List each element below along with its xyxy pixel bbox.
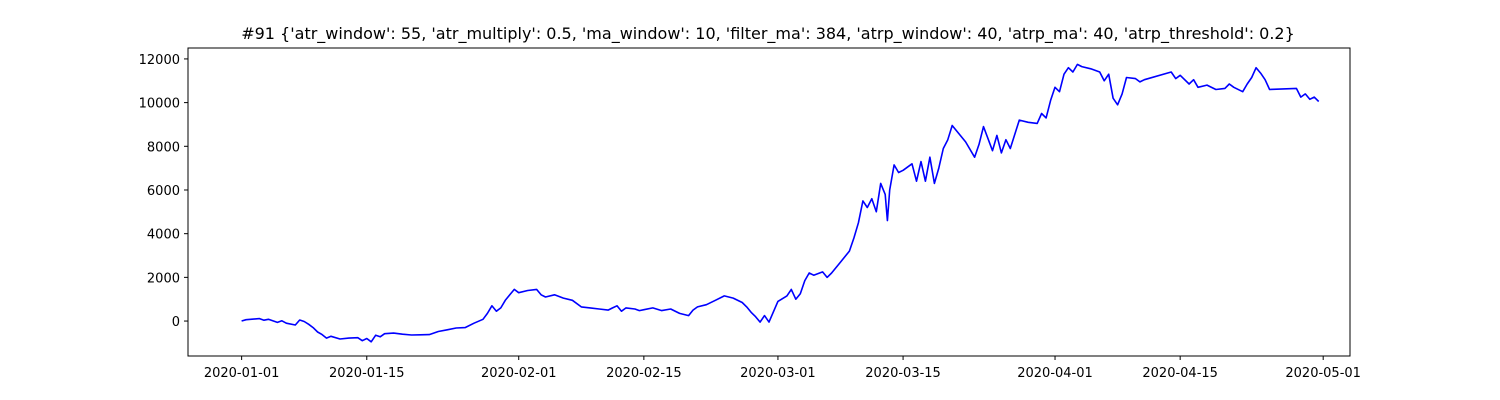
x-tick-label: 2020-02-15 [606,366,682,381]
x-tick-label: 2020-03-15 [865,366,941,381]
y-tick-label: 8000 [147,140,180,155]
y-tick-label: 6000 [147,184,180,199]
y-tick-label: 10000 [139,97,180,112]
y-axis: 0 2000 4000 6000 8000 10000 12000 [139,53,188,330]
plot-area [187,47,1351,357]
series-line-1 [241,63,1320,343]
plot-frame [187,47,1351,357]
chart-title: #91 {'atr_window': 55, 'atr_multiply': 0… [241,24,1295,44]
x-tick-label: 2020-01-01 [204,366,280,381]
x-tick-label: 2020-04-15 [1142,366,1218,381]
y-tick-label: 4000 [147,228,180,243]
x-tick-label: 2020-01-15 [329,366,405,381]
series-layer [241,63,1320,343]
y-tick-label: 12000 [139,53,180,68]
x-tick-label: 2020-05-01 [1285,366,1361,381]
x-axis: 2020-01-01 2020-01-15 2020-02-01 2020-02-15… [204,356,1361,381]
x-tick-label: 2020-03-01 [740,366,816,381]
x-tick-label: 2020-02-01 [481,366,557,381]
y-tick-label: 2000 [147,271,180,286]
y-tick-label: 0 [172,315,180,330]
x-tick-label: 2020-04-01 [1017,366,1093,381]
